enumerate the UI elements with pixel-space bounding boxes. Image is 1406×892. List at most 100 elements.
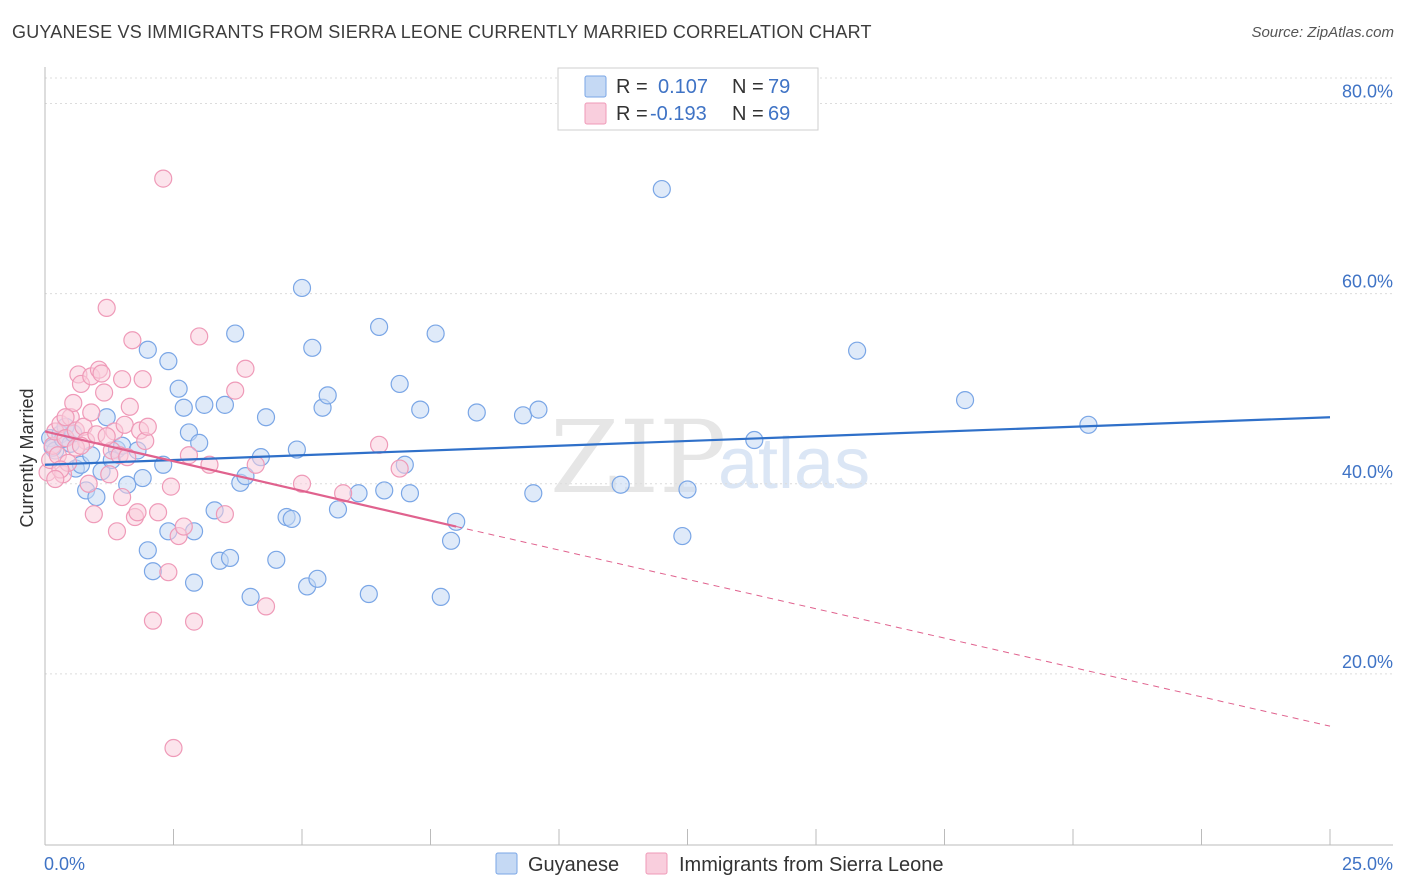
data-point (84, 505, 103, 524)
data-point (92, 364, 111, 383)
legend-n-value-2: 69 (768, 103, 790, 125)
data-point (220, 548, 240, 568)
data-point (308, 569, 327, 588)
data-point (161, 477, 181, 496)
data-point (236, 359, 255, 378)
data-point (359, 584, 378, 604)
bottom-legend-swatch-sierra-leone (645, 852, 668, 875)
data-point (97, 298, 116, 318)
bottom-legend-label-sierra-leone: Immigrants from Sierra Leone (679, 854, 944, 876)
data-point (287, 440, 306, 459)
data-point (128, 503, 147, 522)
data-point (673, 526, 692, 546)
legend-swatch-guyanese (584, 75, 607, 98)
series-sierra-leone-points (38, 169, 409, 758)
y-tick-labels: 20.0% 40.0% 60.0% 80.0% (1342, 82, 1393, 672)
data-point (174, 398, 193, 417)
x-tick-label: 0.0% (44, 854, 85, 874)
chart-title: GUYANESE VS IMMIGRANTS FROM SIERRA LEONE… (12, 22, 872, 42)
data-point (678, 480, 697, 499)
trend-line (44, 430, 457, 528)
watermark-zip: ZIP (550, 399, 726, 516)
data-point (107, 522, 127, 541)
data-point (159, 563, 178, 582)
data-point (190, 327, 209, 346)
data-point (112, 487, 132, 507)
data-point (241, 587, 260, 606)
data-point (267, 550, 286, 569)
data-point (303, 338, 322, 357)
watermark: ZIP atlas (550, 399, 870, 516)
legend-n-value-1: 79 (768, 76, 790, 98)
data-point (529, 400, 548, 419)
data-point (292, 278, 312, 298)
data-point (390, 374, 409, 394)
data-point (82, 403, 101, 422)
data-point (179, 446, 199, 465)
x-tick-labels: 0.0% 25.0% (44, 854, 1393, 874)
data-point (148, 503, 168, 522)
data-point (184, 612, 204, 631)
data-point (133, 370, 152, 389)
data-point (120, 397, 139, 416)
x-tick-label: 25.0% (1342, 854, 1393, 874)
y-tick-label: 80.0% (1342, 82, 1393, 102)
data-point (441, 531, 461, 550)
data-point (467, 403, 486, 422)
legend-n-label-1: N = (732, 76, 764, 98)
data-point (123, 331, 142, 350)
bottom-legend-label-guyanese: Guyanese (528, 854, 619, 876)
data-point (328, 500, 348, 519)
data-point (226, 324, 245, 343)
data-point (195, 395, 214, 414)
data-point (174, 517, 193, 536)
data-point (349, 484, 368, 503)
data-point (955, 391, 975, 410)
data-point (1079, 415, 1098, 434)
data-point (164, 738, 183, 758)
data-point (95, 383, 114, 402)
data-point (400, 484, 420, 503)
data-point (256, 597, 276, 616)
data-point (524, 484, 543, 503)
legend-r-value-1: 0.107 (658, 76, 708, 98)
y-axis-title: Currently Married (17, 388, 37, 527)
data-point (215, 395, 234, 414)
data-point (375, 481, 394, 500)
y-tick-label: 60.0% (1342, 272, 1393, 292)
legend-r-label-1: R = (616, 76, 648, 98)
legend-n-label-2: N = (732, 103, 764, 125)
y-tick-label: 40.0% (1342, 462, 1393, 482)
data-point (370, 435, 389, 454)
data-point (138, 541, 157, 560)
data-point (745, 430, 764, 450)
legend-swatch-sierra-leone (584, 102, 607, 125)
trend-line-extrapolated (456, 526, 1331, 727)
trend-lines (44, 416, 1331, 727)
data-point (215, 505, 234, 524)
data-point (431, 587, 450, 606)
bottom-legend-swatch-guyanese (495, 852, 518, 875)
legend-r-value-2: -0.193 (650, 103, 707, 125)
data-point (143, 562, 163, 581)
data-point (246, 455, 265, 474)
data-point (447, 512, 466, 531)
data-point (282, 509, 301, 529)
source-label: Source: ZipAtlas.com (1251, 24, 1394, 41)
data-point (56, 408, 75, 427)
data-point (513, 406, 533, 425)
stats-legend: R = 0.107 N = 79 R = -0.193 N = 69 (557, 67, 819, 131)
data-point (848, 341, 867, 360)
data-point (159, 352, 178, 371)
data-point (318, 386, 337, 405)
data-point (184, 573, 204, 592)
data-point (411, 400, 430, 419)
data-point (190, 433, 209, 452)
data-point (97, 427, 116, 446)
y-tick-label: 20.0% (1342, 652, 1393, 672)
data-point (292, 474, 312, 493)
data-point (79, 474, 98, 493)
data-point (154, 169, 173, 188)
data-point (256, 408, 276, 427)
